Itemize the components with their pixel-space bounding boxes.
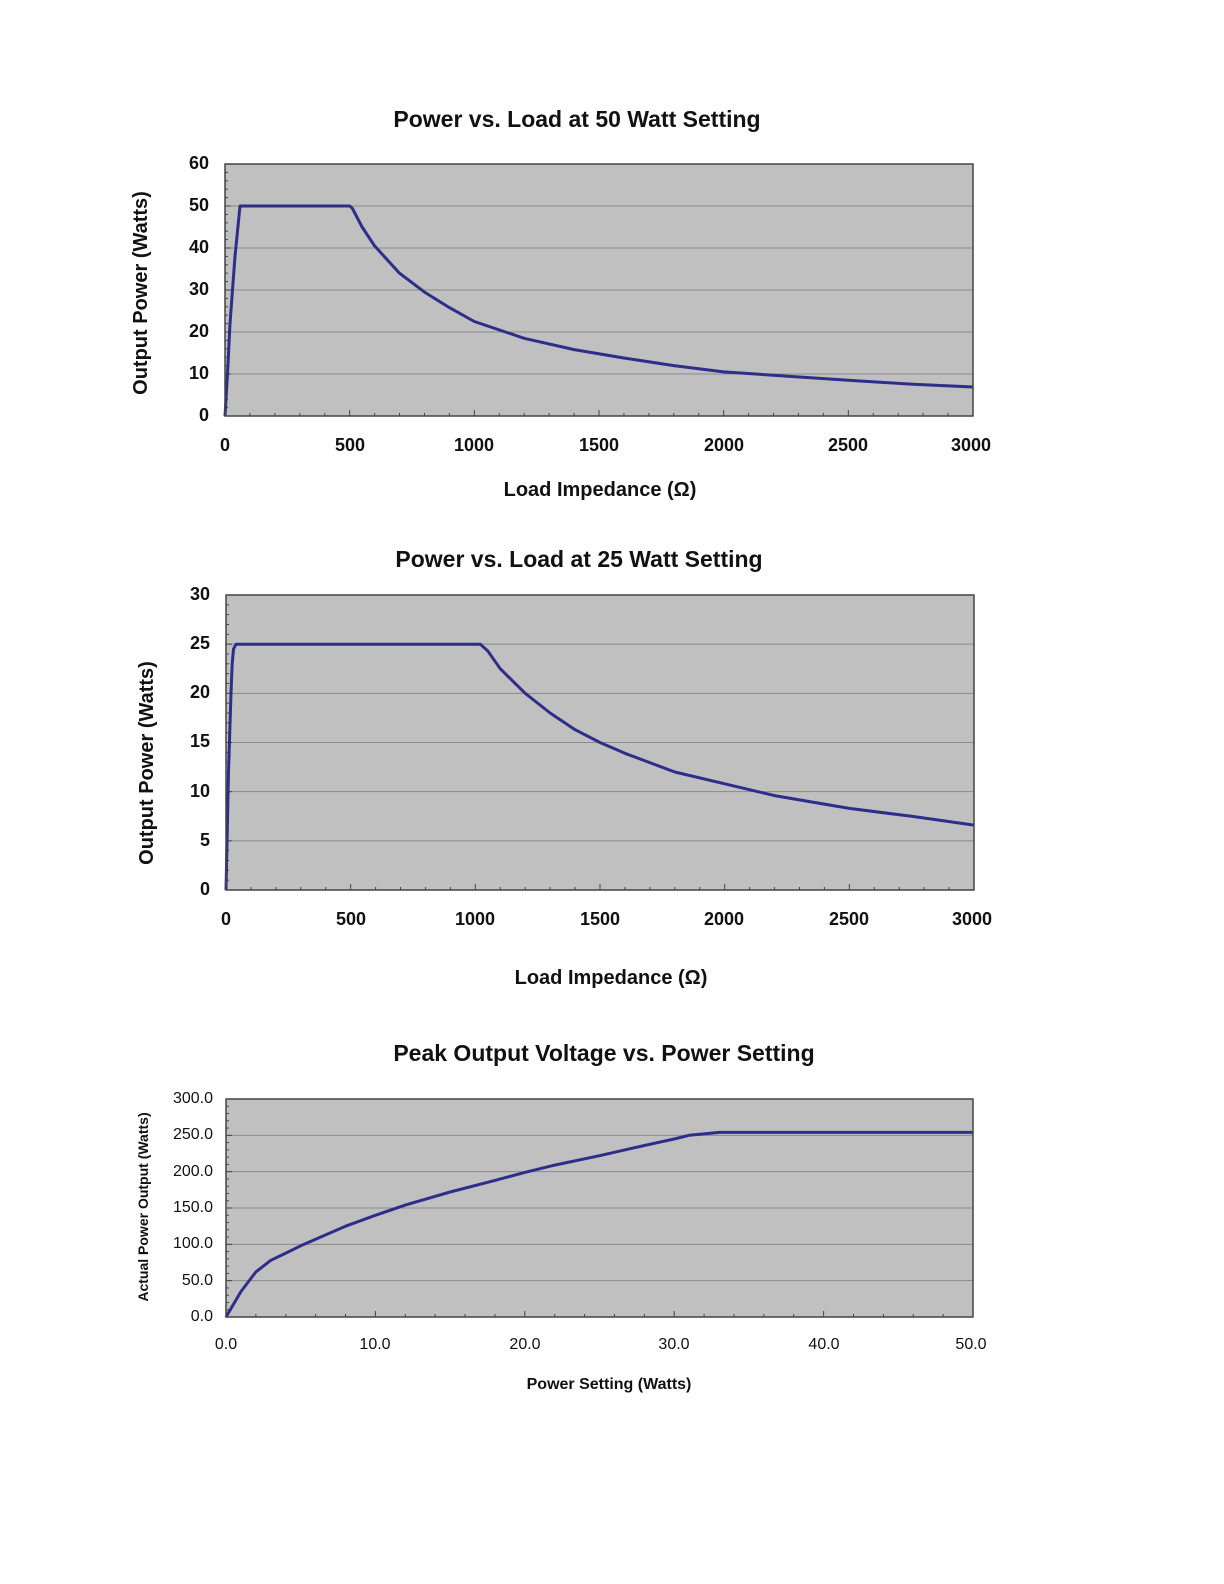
y-tick-label: 25 (190, 633, 210, 653)
x-tick-labels: 0 500 1000 1500 2000 2500 3000 (221, 909, 992, 929)
x-tick-label: 30.0 (658, 1336, 689, 1353)
x-tick-label: 2000 (704, 909, 744, 929)
plot-frame (225, 1098, 974, 1318)
x-axis-label: Load Impedance (Ω) (504, 479, 697, 501)
chart-title: Power vs. Load at 25 Watt Setting (395, 546, 762, 572)
y-tick-label: 5 (200, 830, 210, 850)
x-tick-label: 1000 (455, 909, 495, 929)
y-tick-labels: 0 10 20 30 40 50 60 (189, 153, 209, 425)
series-line-actual-power-output (224, 1130, 973, 1318)
y-axis-label: Output Power (Watts) (136, 661, 158, 865)
chart-power-vs-load-25w: Power vs. Load at 25 Watt Setting 0 5 10… (136, 546, 992, 989)
x-tick-label: 0 (221, 909, 231, 929)
y-tick-label: 150.0 (173, 1199, 213, 1216)
x-tick-label: 1500 (580, 909, 620, 929)
chart-title: Peak Output Voltage vs. Power Setting (393, 1040, 814, 1066)
y-tick-label: 0 (200, 879, 210, 899)
x-tick-label: 0.0 (215, 1336, 237, 1353)
y-tick-label: 0 (199, 405, 209, 425)
y-tick-label: 60 (189, 153, 209, 173)
y-tick-label: 300.0 (173, 1090, 213, 1107)
x-tick-label: 1000 (454, 435, 494, 455)
gridlines (226, 1134, 973, 1282)
chart-title: Power vs. Load at 50 Watt Setting (393, 106, 760, 132)
x-tick-labels: 0.0 10.0 20.0 30.0 40.0 50.0 (215, 1336, 987, 1353)
y-tick-labels: 0 5 10 15 20 25 30 (190, 584, 210, 899)
y-tick-label: 100.0 (173, 1235, 213, 1252)
plot-frame (224, 163, 974, 417)
y-tick-label: 30 (189, 279, 209, 299)
series-line-output-power (224, 642, 975, 891)
y-tick-label: 50 (189, 195, 209, 215)
x-tick-label: 3000 (952, 909, 992, 929)
x-tick-label: 2500 (828, 435, 868, 455)
y-tick-label: 15 (190, 731, 210, 751)
y-axis-label: Actual Power Output (Watts) (135, 1112, 151, 1301)
y-tick-label: 200.0 (173, 1163, 213, 1180)
y-tick-label: 10 (189, 363, 209, 383)
series-line-output-power (223, 204, 974, 417)
x-axis-label: Power Setting (Watts) (527, 1376, 692, 1393)
y-tick-label: 20 (190, 682, 210, 702)
y-tick-label: 30 (190, 584, 210, 604)
x-axis-label: Load Impedance (Ω) (515, 967, 708, 989)
gridlines (225, 205, 973, 375)
y-tick-label: 20 (189, 321, 209, 341)
x-tick-label: 1500 (579, 435, 619, 455)
x-tick-label: 2500 (829, 909, 869, 929)
y-tick-label: 0.0 (191, 1308, 213, 1325)
y-tick-label: 10 (190, 781, 210, 801)
chart-peak-output-voltage: Peak Output Voltage vs. Power Setting 0.… (135, 1040, 987, 1393)
x-tick-label: 10.0 (359, 1336, 390, 1353)
y-axis-label: Output Power (Watts) (130, 191, 152, 395)
x-tick-label: 50.0 (955, 1336, 986, 1353)
plot-frame (225, 594, 975, 891)
x-tick-label: 40.0 (808, 1336, 839, 1353)
x-tick-label: 0 (220, 435, 230, 455)
y-tick-labels: 0.0 50.0 100.0 150.0 200.0 250.0 300.0 (173, 1090, 213, 1325)
x-tick-labels: 0 500 1000 1500 2000 2500 3000 (220, 435, 991, 455)
x-tick-label: 500 (335, 435, 365, 455)
x-tick-label: 20.0 (509, 1336, 540, 1353)
x-tick-label: 2000 (704, 435, 744, 455)
y-tick-label: 250.0 (173, 1126, 213, 1143)
x-tick-label: 3000 (951, 435, 991, 455)
y-tick-label: 50.0 (182, 1272, 213, 1289)
x-tick-label: 500 (336, 909, 366, 929)
chart-power-vs-load-50w: Power vs. Load at 50 Watt Setting 0 10 2… (130, 106, 991, 501)
y-tick-label: 40 (189, 237, 209, 257)
